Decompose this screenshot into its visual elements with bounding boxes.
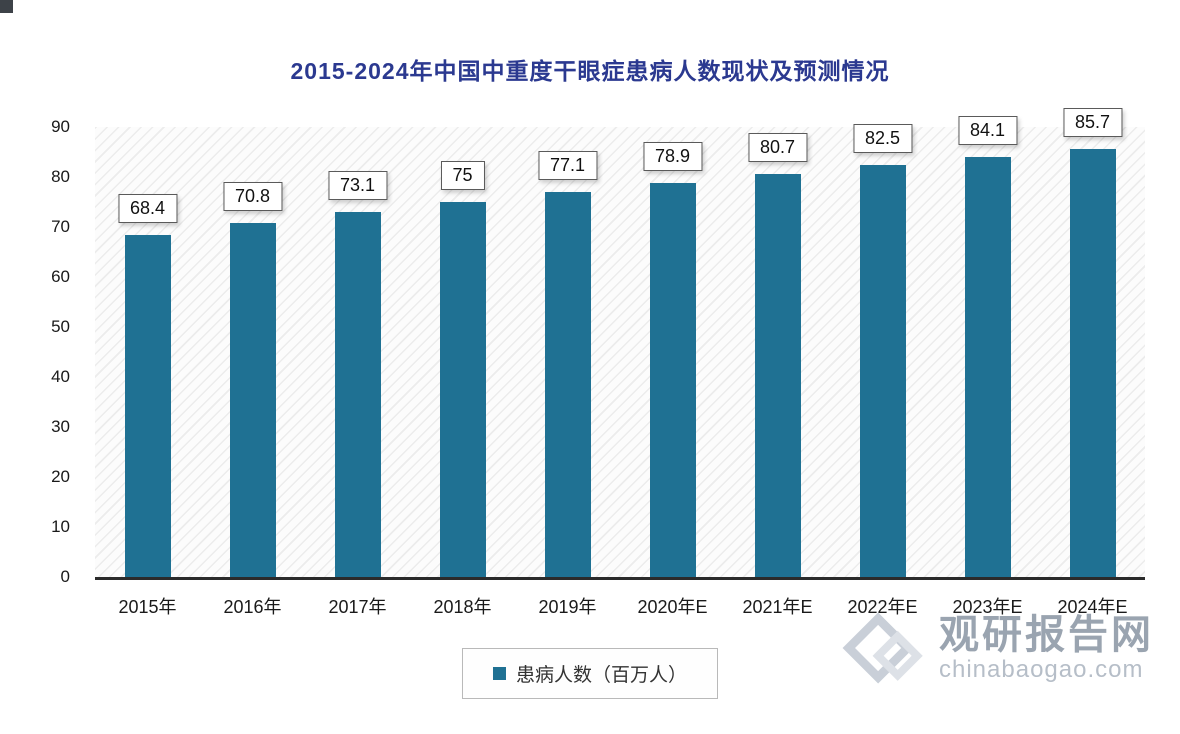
x-axis-label: 2016年 bbox=[223, 597, 282, 617]
bar-slot: 75 bbox=[410, 127, 515, 577]
bar-value-label: 78.9 bbox=[642, 141, 703, 171]
bar bbox=[754, 173, 801, 577]
bar-series: 68.4 70.8 73.1 75 77.1 78.9 80.7 82.5 84.1 85.7 bbox=[95, 107, 1145, 577]
legend: 患病人数（百万人） bbox=[461, 648, 719, 699]
bar-value-label: 75 bbox=[440, 161, 485, 190]
bar-slot: 84.1 bbox=[935, 115, 1040, 577]
corner-mark bbox=[0, 0, 13, 13]
x-axis-label: 2024年E bbox=[1057, 597, 1128, 617]
bar bbox=[124, 235, 171, 577]
y-axis-tick-label: 0 bbox=[60, 567, 70, 586]
bar-value-label: 85.7 bbox=[1062, 107, 1123, 137]
x-axis-label: 2017年 bbox=[328, 597, 387, 617]
bar-value-label: 84.1 bbox=[957, 115, 1018, 145]
y-axis-tick-label: 70 bbox=[51, 217, 70, 236]
bar-slot: 85.7 bbox=[1040, 107, 1145, 577]
y-axis: 0 10 20 30 40 50 60 70 80 90 bbox=[20, 117, 80, 586]
bar bbox=[859, 164, 906, 577]
x-axis-label: 2021年E bbox=[742, 597, 813, 617]
bar-slot: 80.7 bbox=[725, 127, 830, 577]
bar-slot: 82.5 bbox=[830, 123, 935, 577]
x-axis-label: 2019年 bbox=[538, 597, 597, 617]
y-axis-tick-label: 20 bbox=[51, 467, 70, 486]
bar bbox=[649, 182, 696, 577]
bar bbox=[334, 211, 381, 577]
bar-slot: 68.4 bbox=[95, 127, 200, 577]
x-axis-label: 2020年E bbox=[637, 597, 708, 617]
watermark-logo-icon bbox=[842, 612, 923, 684]
bar bbox=[964, 156, 1011, 577]
bar-value-label: 82.5 bbox=[852, 123, 913, 153]
bar bbox=[544, 191, 591, 577]
legend-swatch-icon bbox=[492, 667, 506, 680]
bar-value-label: 70.8 bbox=[222, 182, 283, 211]
y-axis-tick-label: 50 bbox=[51, 317, 70, 336]
watermark: 观研报告网 chinabaogao.com bbox=[839, 608, 1154, 688]
y-axis-tick-label: 10 bbox=[51, 517, 70, 536]
y-axis-tick-label: 60 bbox=[51, 267, 70, 286]
bar-slot: 70.8 bbox=[200, 127, 305, 577]
y-axis-tick-label: 40 bbox=[51, 367, 70, 386]
x-axis-label: 2022年E bbox=[847, 597, 918, 617]
bar-value-label: 68.4 bbox=[117, 194, 178, 223]
bar-value-label: 80.7 bbox=[747, 132, 808, 162]
bar-slot: 78.9 bbox=[620, 127, 725, 577]
plot-area: 68.4 70.8 73.1 75 77.1 78.9 80.7 82.5 84.1 85.7 bbox=[95, 107, 1145, 580]
x-axis: 2015年 2016年 2017年 2018年 2019年 2020年E 2021年E 202… bbox=[95, 593, 1145, 619]
bar bbox=[1069, 148, 1116, 577]
x-axis-label: 2015年 bbox=[118, 597, 177, 617]
watermark-text: 观研报告网 chinabaogao.com bbox=[939, 613, 1154, 683]
x-axis-label: 2018年 bbox=[433, 597, 492, 617]
legend-label: 患病人数（百万人） bbox=[515, 665, 688, 686]
bar-slot: 77.1 bbox=[515, 127, 620, 577]
y-axis-tick-label: 90 bbox=[51, 117, 70, 136]
bar-value-label: 77.1 bbox=[537, 150, 598, 180]
y-axis-tick-label: 80 bbox=[51, 167, 70, 186]
x-axis-label: 2023年E bbox=[952, 597, 1023, 617]
chart-title: 2015-2024年中国中重度干眼症患病人数现状及预测情况 bbox=[290, 58, 890, 84]
bar-slot: 73.1 bbox=[305, 127, 410, 577]
watermark-domain: chinabaogao.com bbox=[939, 655, 1144, 683]
y-axis-tick-label: 30 bbox=[51, 417, 70, 436]
bar bbox=[229, 223, 276, 577]
bar bbox=[439, 202, 486, 577]
bar-value-label: 73.1 bbox=[327, 170, 388, 200]
watermark-name: 观研报告网 bbox=[939, 612, 1154, 657]
